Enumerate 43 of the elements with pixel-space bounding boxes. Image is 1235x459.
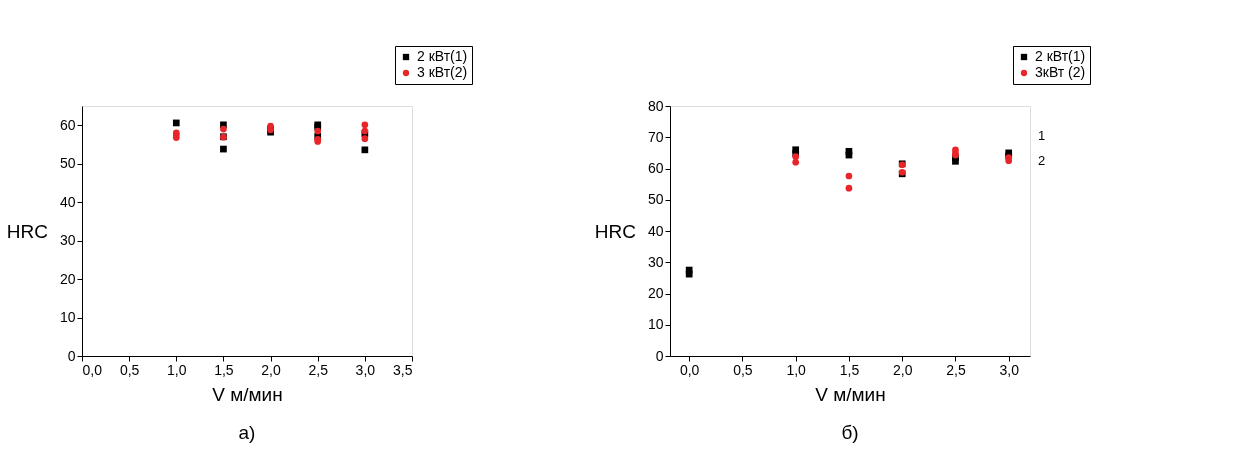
y-tick-label: 40 [59, 193, 76, 210]
y-tick-label: 40 [647, 222, 664, 239]
x-tick-label: 1,0 [786, 361, 807, 378]
x-tick-label: 1,0 [167, 361, 187, 378]
x-tick-label: 3,0 [355, 361, 376, 378]
y-tick-label: 50 [59, 155, 76, 172]
text: 2 [1038, 153, 1046, 168]
x-tick-label: 3,0 [999, 361, 1020, 378]
y-axis-title: HRC [6, 220, 48, 242]
x-tick-label: 1,5 [839, 361, 860, 378]
x-tick-label: 3,5 [393, 361, 413, 378]
y-tick-label: 60 [647, 160, 664, 176]
legend-label: 2 кВт(1) [417, 48, 468, 64]
y-tick-label: 70 [647, 128, 664, 145]
x-tick-label: 1,5 [214, 361, 234, 378]
x-tick-label: 2,0 [261, 361, 282, 378]
y-tick-label: 30 [647, 253, 664, 270]
x-tick-label: 2,0 [892, 361, 913, 378]
legend-label: 3 кВт(2) [417, 64, 468, 80]
x-tick-label: 0,0 [82, 361, 103, 378]
x-tick-label: 0,0 [679, 361, 700, 378]
x-axis-title: V м/мин [212, 383, 283, 405]
x-tick-label: 0,5 [733, 361, 753, 378]
legend-label: 3кВт (2) [1035, 64, 1086, 80]
y-tick-label: 10 [647, 316, 664, 333]
y-tick-label: 20 [647, 285, 664, 301]
y-axis-title: HRC [594, 220, 636, 242]
x-tick-label: 2,5 [308, 361, 329, 378]
y-tick-label: 0 [67, 347, 76, 364]
y-tick-label: 10 [59, 309, 76, 326]
y-tick-label: 80 [647, 97, 664, 114]
legend-label: 2 кВт(1) [1035, 48, 1086, 64]
y-tick-label: 30 [59, 232, 76, 249]
y-tick-label: 20 [59, 270, 76, 287]
y-tick-label: 0 [655, 347, 664, 364]
text: б) [841, 422, 859, 443]
x-tick-label: 2,5 [946, 361, 966, 378]
x-tick-label: 0,5 [119, 361, 140, 378]
y-tick-label: 60 [59, 116, 76, 133]
text: а) [238, 422, 256, 443]
text: 1 [1038, 128, 1046, 143]
y-tick-label: 50 [647, 191, 664, 208]
x-axis-title: V м/мин [815, 383, 886, 405]
